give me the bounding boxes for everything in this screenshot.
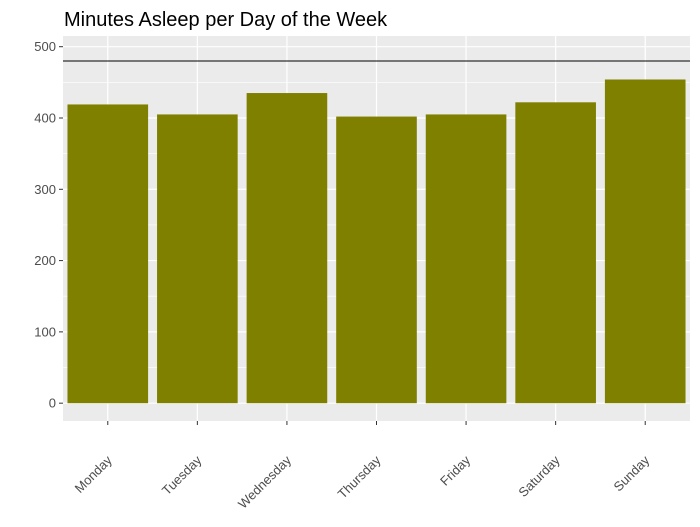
y-tick-label: 100 — [34, 324, 56, 339]
x-axis: Monday Tuesday Wednesday Thursday Friday Satu… — [72, 421, 653, 512]
x-tick-label: Friday — [437, 452, 473, 488]
bar-saturday — [515, 102, 596, 404]
x-tick-label: Saturday — [515, 452, 563, 500]
bar-wednesday — [246, 93, 328, 404]
y-tick-label: 0 — [49, 396, 56, 411]
x-tick-label: Thursday — [335, 452, 384, 501]
x-tick-label: Wednesday — [235, 452, 294, 511]
chart-title: Minutes Asleep per Day of the Week — [64, 9, 388, 31]
bar-tuesday — [157, 114, 238, 404]
y-tick-label: 200 — [34, 253, 56, 268]
y-tick-label: 500 — [34, 39, 56, 54]
x-tick-label: Monday — [72, 452, 116, 496]
y-axis: 0 100 200 300 400 500 — [34, 39, 63, 411]
bar-monday — [67, 104, 149, 404]
bar-thursday — [336, 116, 417, 404]
y-tick-label: 400 — [34, 110, 56, 125]
x-tick-label: Sunday — [611, 452, 653, 494]
bars — [67, 79, 686, 404]
bar-friday — [425, 114, 507, 404]
bar-sunday — [604, 79, 686, 404]
y-tick-label: 300 — [34, 182, 56, 197]
x-tick-label: Tuesday — [159, 452, 205, 498]
